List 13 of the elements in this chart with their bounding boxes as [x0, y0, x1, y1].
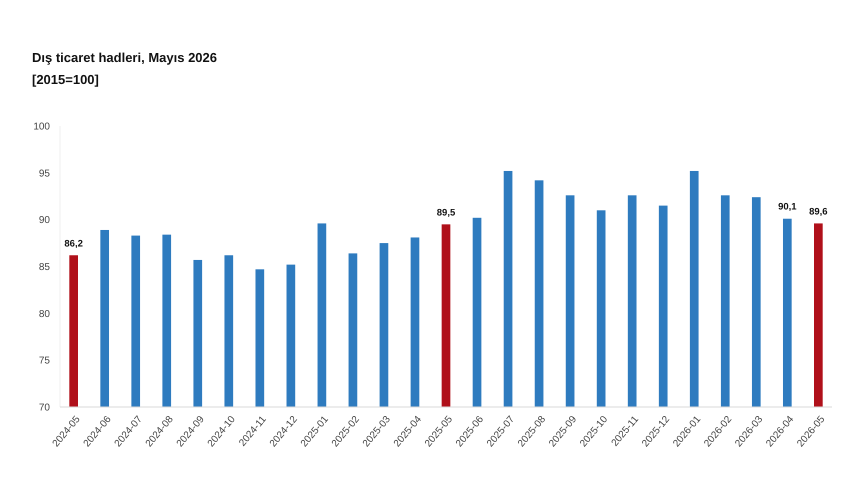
y-tick-label: 95	[38, 168, 50, 180]
data-label: 89,5	[436, 207, 456, 218]
data-label: 86,2	[64, 238, 83, 250]
y-tick-label: 100	[33, 122, 50, 132]
chart-subtitle: [2015=100]	[32, 72, 99, 87]
y-tick-label: 70	[38, 402, 50, 414]
y-tick-label: 90	[38, 215, 50, 226]
data-label: 90,1	[778, 202, 798, 213]
data-label: 89,6	[809, 206, 828, 218]
y-tick-label: 75	[38, 356, 50, 367]
y-tick-label: 85	[38, 262, 50, 273]
y-tick-label: 80	[38, 308, 50, 320]
chart-title: Dış ticaret hadleri, Mayıs 2026	[32, 50, 217, 65]
